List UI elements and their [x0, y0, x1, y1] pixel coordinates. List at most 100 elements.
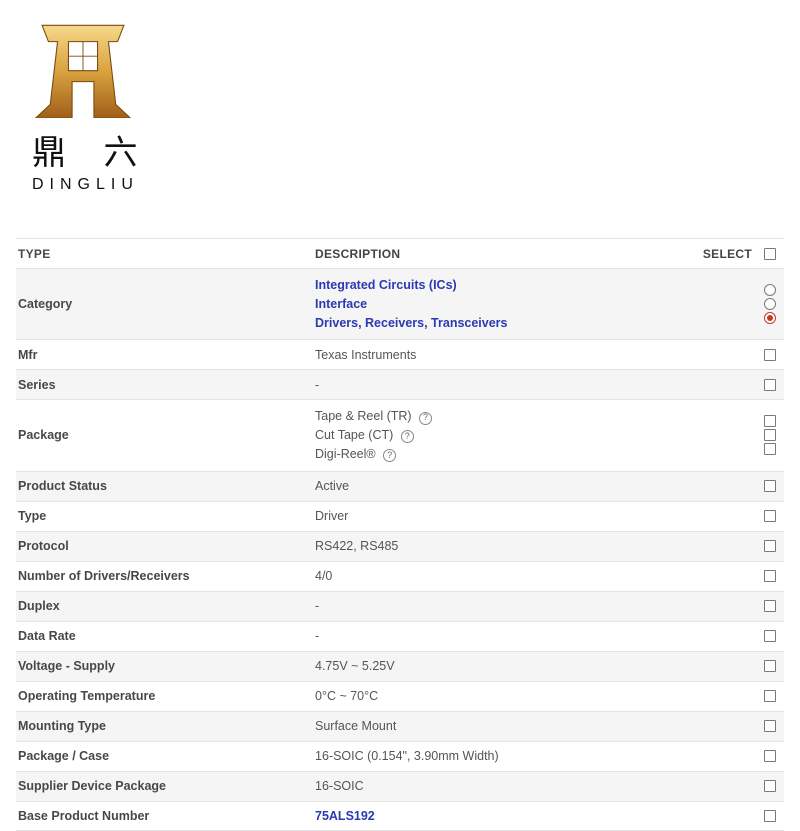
- header-desc: DESCRIPTION: [311, 239, 692, 268]
- row-type-label: Package: [16, 400, 311, 470]
- row-control: [756, 562, 784, 591]
- row-description: -: [311, 370, 692, 399]
- row-description: Active: [311, 472, 692, 501]
- row-description: 4/0: [311, 562, 692, 591]
- row-description: RS422, RS485: [311, 532, 692, 561]
- radio-button[interactable]: [764, 298, 776, 310]
- help-icon[interactable]: ?: [419, 412, 432, 425]
- row-type-label: Mfr: [16, 340, 311, 369]
- checkbox-icon[interactable]: [764, 429, 776, 441]
- package-option: Digi-Reel® ?: [315, 445, 688, 464]
- row-type-label: Package / Case: [16, 742, 311, 771]
- row-description: 4.75V ~ 5.25V: [311, 652, 692, 681]
- checkbox-icon[interactable]: [764, 660, 776, 672]
- checkbox-icon[interactable]: [764, 600, 776, 612]
- row-type-label: Mounting Type: [16, 712, 311, 741]
- category-link[interactable]: Interface: [315, 295, 688, 314]
- row-type-label: Duplex: [16, 592, 311, 621]
- row-control: [756, 712, 784, 741]
- radio-button[interactable]: [764, 312, 776, 324]
- row-description: Driver: [311, 502, 692, 531]
- spec-table: TYPE DESCRIPTION SELECT CategoryIntegrat…: [16, 238, 784, 831]
- checkbox-icon[interactable]: [764, 349, 776, 361]
- row-control: [756, 370, 784, 399]
- help-icon[interactable]: ?: [401, 430, 414, 443]
- row-description: Texas Instruments: [311, 340, 692, 369]
- row-control: [756, 502, 784, 531]
- table-row: Series-: [16, 369, 784, 399]
- table-row: Duplex-: [16, 591, 784, 621]
- row-description: Integrated Circuits (ICs)InterfaceDriver…: [311, 269, 692, 339]
- table-row: PackageTape & Reel (TR) ?Cut Tape (CT) ?…: [16, 399, 784, 470]
- row-control: [756, 742, 784, 771]
- checkbox-icon[interactable]: [764, 750, 776, 762]
- row-description: -: [311, 622, 692, 651]
- table-header-row: TYPE DESCRIPTION SELECT: [16, 238, 784, 268]
- row-control: [756, 269, 784, 339]
- header-select-all[interactable]: [756, 239, 784, 268]
- table-row: Base Product Number 75ALS192: [16, 801, 784, 831]
- row-control: [756, 772, 784, 801]
- checkbox-icon[interactable]: [764, 810, 776, 822]
- category-link[interactable]: Drivers, Receivers, Transceivers: [315, 314, 688, 333]
- row-type-label: Base Product Number: [16, 802, 311, 830]
- checkbox-icon[interactable]: [764, 720, 776, 732]
- checkbox-icon[interactable]: [764, 780, 776, 792]
- row-description: Tape & Reel (TR) ?Cut Tape (CT) ?Digi-Re…: [311, 400, 692, 470]
- header-type: TYPE: [16, 239, 311, 268]
- checkbox-icon[interactable]: [764, 248, 776, 260]
- table-row: CategoryIntegrated Circuits (ICs)Interfa…: [16, 268, 784, 339]
- row-type-label: Series: [16, 370, 311, 399]
- table-row: MfrTexas Instruments: [16, 339, 784, 369]
- product-link[interactable]: 75ALS192: [315, 809, 688, 823]
- row-control: [756, 592, 784, 621]
- row-description: 75ALS192: [311, 802, 692, 830]
- header-select: SELECT: [692, 239, 756, 268]
- table-row: Supplier Device Package16-SOIC: [16, 771, 784, 801]
- table-row: Operating Temperature0°C ~ 70°C: [16, 681, 784, 711]
- logo-text-en: DINGLIU: [28, 176, 168, 194]
- brand-logo: 鼎 六 DINGLIU: [28, 18, 168, 194]
- radio-button[interactable]: [764, 284, 776, 296]
- row-type-label: Type: [16, 502, 311, 531]
- package-option: Cut Tape (CT) ?: [315, 426, 688, 445]
- row-type-label: Data Rate: [16, 622, 311, 651]
- table-row: Package / Case16-SOIC (0.154", 3.90mm Wi…: [16, 741, 784, 771]
- row-control: [756, 652, 784, 681]
- checkbox-icon[interactable]: [764, 570, 776, 582]
- row-control: [756, 802, 784, 830]
- table-row: Data Rate-: [16, 621, 784, 651]
- row-description: 16-SOIC (0.154", 3.90mm Width): [311, 742, 692, 771]
- row-description: -: [311, 592, 692, 621]
- table-row: TypeDriver: [16, 501, 784, 531]
- row-control: [756, 340, 784, 369]
- row-control: [756, 622, 784, 651]
- checkbox-icon[interactable]: [764, 379, 776, 391]
- row-control: [756, 682, 784, 711]
- row-type-label: Protocol: [16, 532, 311, 561]
- category-link[interactable]: Integrated Circuits (ICs): [315, 276, 688, 295]
- row-type-label: Voltage - Supply: [16, 652, 311, 681]
- table-row: ProtocolRS422, RS485: [16, 531, 784, 561]
- help-icon[interactable]: ?: [383, 449, 396, 462]
- row-type-label: Supplier Device Package: [16, 772, 311, 801]
- row-type-label: Category: [16, 269, 311, 339]
- row-description: Surface Mount: [311, 712, 692, 741]
- row-type-label: Operating Temperature: [16, 682, 311, 711]
- table-row: Number of Drivers/Receivers4/0: [16, 561, 784, 591]
- table-row: Product StatusActive: [16, 471, 784, 501]
- row-type-label: Product Status: [16, 472, 311, 501]
- checkbox-icon[interactable]: [764, 690, 776, 702]
- logo-icon: [28, 18, 138, 118]
- checkbox-icon[interactable]: [764, 415, 776, 427]
- row-control: [756, 472, 784, 501]
- package-option: Tape & Reel (TR) ?: [315, 407, 688, 426]
- row-description: 0°C ~ 70°C: [311, 682, 692, 711]
- checkbox-icon[interactable]: [764, 510, 776, 522]
- checkbox-icon[interactable]: [764, 480, 776, 492]
- checkbox-icon[interactable]: [764, 540, 776, 552]
- row-description: 16-SOIC: [311, 772, 692, 801]
- checkbox-icon[interactable]: [764, 443, 776, 455]
- checkbox-icon[interactable]: [764, 630, 776, 642]
- row-control: [756, 532, 784, 561]
